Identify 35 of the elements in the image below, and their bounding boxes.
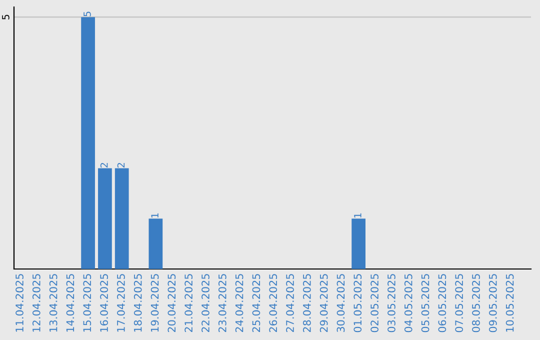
x-tick-label: 03.05.2025 [388,274,396,332]
x-tick-label: 14.04.2025 [66,274,74,332]
x-tick-label: 21.04.2025 [184,274,193,332]
x-tick-label: 15.04.2025 [83,274,92,332]
x-tick-label: 22.04.2025 [202,274,210,332]
x-tick-label: 11.04.2025 [16,274,24,332]
x-tick-label: 17.04.2025 [117,274,125,332]
x-tick-label: 09.05.2025 [488,274,497,332]
x-tick-label: 04.05.2025 [404,274,412,332]
x-tick-label: 29.04.2025 [320,274,328,332]
x-tick-label: 20.04.2025 [168,274,176,332]
data-label: 2 [100,163,108,168]
x-tick-label: 25.04.2025 [252,274,260,332]
x-tick-label: 06.05.2025 [438,274,446,332]
x-tick-label: 30.04.2025 [336,274,345,332]
x-tick-label: 19.04.2025 [150,274,159,332]
x-tick-label: 26.04.2025 [269,274,278,332]
x-tick-label: 27.04.2025 [286,274,294,332]
x-tick-label: 10.05.2025 [506,274,514,332]
data-label: 5 [84,12,91,16]
x-tick-label: 18.04.2025 [134,274,142,332]
x-tick-label: 02.05.2025 [370,274,378,332]
data-label: 1 [151,213,158,218]
x-tick-label: 12.04.2025 [32,274,40,332]
x-tick-label: 23.04.2025 [218,274,226,332]
x-tick-label: 28.04.2025 [302,274,311,332]
x-tick-label: 16.04.2025 [100,274,108,332]
x-tick-label: 01.05.2025 [354,274,362,332]
x-tick-label: 08.05.2025 [472,274,480,332]
data-label: 2 [117,163,125,168]
x-tick-label: 05.05.2025 [421,274,430,332]
x-tick-label: 13.04.2025 [49,274,58,332]
x-tick-label: 07.05.2025 [455,274,464,332]
data-label: 1 [354,213,362,218]
x-tick-label: 24.04.2025 [235,274,244,332]
